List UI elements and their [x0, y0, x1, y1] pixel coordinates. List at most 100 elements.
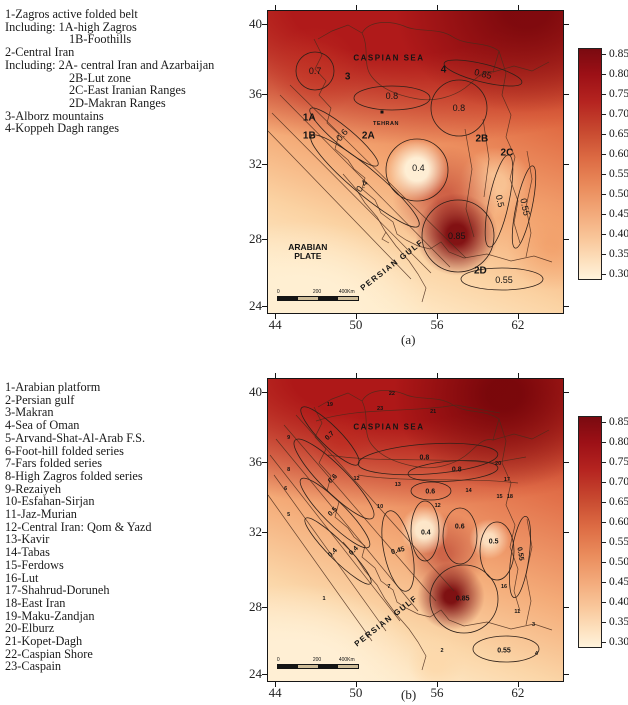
- legend-line: 5-Arvand-Shat-Al-Arab F.S.: [5, 430, 146, 445]
- map-label: 6: [284, 486, 288, 493]
- map-label: 21: [430, 409, 437, 416]
- map-label: 15: [496, 493, 503, 500]
- colorbar-tick-label: 0.80: [609, 68, 628, 80]
- axis-tick: [564, 391, 569, 393]
- x-axis-tick-label: 44: [268, 317, 282, 332]
- map-label: 10: [377, 504, 384, 511]
- map-b-overlay: [268, 390, 553, 671]
- scale-bar-segment: [297, 665, 318, 669]
- map-label: 23: [377, 406, 384, 413]
- axis-tick: [275, 373, 277, 378]
- y-axis-tick-label: 36: [249, 454, 262, 470]
- legend-line: 2C-East Iranian Ranges: [69, 83, 186, 98]
- map-label: 1A: [302, 112, 316, 124]
- legend-line: 19-Maku-Zandjan: [5, 608, 95, 623]
- tehran-marker: [380, 110, 384, 114]
- colorbar-tick-label: 0.45: [609, 208, 628, 220]
- legend-b: 1-Arabian platform 2-Persian gulf 3-Makran…: [5, 381, 152, 673]
- map-label: CASPIAN SEA: [353, 422, 425, 432]
- legend-line: 22-Caspian Shore: [5, 646, 93, 661]
- x-axis-tick-label: 62: [511, 317, 525, 332]
- x-axis-tick-label: 44: [268, 685, 282, 700]
- scale-bar-segments: [276, 664, 359, 670]
- map-label: 13: [394, 481, 401, 488]
- y-axis-tick-label: 40: [249, 15, 262, 31]
- axis-tick: [262, 164, 267, 166]
- axis-tick: [275, 5, 277, 10]
- map-label: 12: [353, 475, 360, 482]
- colorbar-tick-label: 0.85: [609, 48, 628, 60]
- axis-tick: [262, 532, 267, 534]
- map-a-borders: [268, 22, 553, 303]
- colorbar-tick: [602, 562, 606, 563]
- colorbar-tick: [602, 582, 606, 583]
- axis-tick: [262, 238, 267, 240]
- colorbar-tick: [602, 642, 606, 643]
- legend-line: 1B-Foothills: [69, 32, 132, 47]
- scale-bar-segment: [297, 297, 318, 301]
- map-label: 7: [387, 584, 391, 591]
- scale-bar-segment: [337, 665, 358, 669]
- axis-tick: [262, 462, 267, 464]
- colorbar-gradient: [578, 416, 602, 648]
- legend-line: 2-Central Iran: [5, 45, 75, 60]
- map-label: 2D: [473, 265, 487, 277]
- legend-line: 10-Esfahan-Sirjan: [5, 494, 95, 509]
- map-label: 4: [534, 650, 538, 657]
- map-label: 0.6: [454, 523, 465, 531]
- colorbar-tick: [602, 174, 606, 175]
- colorbar-tick: [602, 462, 606, 463]
- y-axis-tick-label: 36: [249, 86, 262, 102]
- scale-bar-segment: [317, 297, 338, 301]
- axis-tick: [355, 314, 357, 319]
- legend-line: 3-Makran: [5, 405, 54, 420]
- legend-line: 13-Kavir: [5, 532, 50, 547]
- colorbar-tick: [602, 234, 606, 235]
- colorbar-tick: [602, 134, 606, 135]
- colorbar-tick-label: 0.40: [609, 228, 628, 240]
- colorbar-tick: [602, 154, 606, 155]
- colorbar-tick: [602, 442, 606, 443]
- legend-line: 15-Ferdows: [5, 557, 64, 572]
- legend-line: 9-Rezaiyeh: [5, 481, 61, 496]
- map-label: TEHRAN: [373, 121, 399, 128]
- y-axis-tick-label: 32: [249, 524, 262, 540]
- legend-line: 4-Sea of Oman: [5, 418, 80, 433]
- axis-tick: [564, 532, 569, 534]
- colorbar-tick-label: 0.70: [609, 476, 628, 488]
- legend-line: 2D-Makran Ranges: [69, 95, 166, 110]
- map-label: ARABIAN PLATE: [288, 241, 328, 262]
- panel-b: 44 50 56 62 40 36 32 28 24 19 22 23 21 CASPIAN SEA 9 0.…: [0, 373, 628, 705]
- map-b: 44 50 56 62 40 36 32 28 24 19 22 23 21 CASPIAN SEA 9 0.…: [249, 373, 569, 700]
- axis-tick: [262, 306, 267, 308]
- map-label: 18: [506, 493, 513, 500]
- colorbar-tick-label: 0.80: [609, 436, 628, 448]
- colorbar-tick: [602, 502, 606, 503]
- map-label: 1: [322, 596, 326, 603]
- x-axis-tick-label: 62: [511, 685, 525, 700]
- map-b-contours: [293, 406, 540, 663]
- legend-line: Including: 1A-high Zagros: [5, 19, 137, 34]
- colorbar-tick-label: 0.60: [609, 148, 628, 160]
- map-label: 1B: [302, 130, 316, 142]
- y-axis-tick-label: 24: [249, 666, 262, 682]
- scale-bar-label: 200: [312, 289, 322, 296]
- colorbar-tick-label: 0.30: [609, 636, 628, 648]
- map-label: 20: [495, 460, 502, 467]
- legend-line: 14-Tabas: [5, 545, 50, 560]
- caption-a: (a): [401, 332, 416, 347]
- colorbar-gradient: [578, 48, 602, 280]
- axis-tick: [564, 462, 569, 464]
- axis-tick: [517, 682, 519, 687]
- legend-line: 2B-Lut zone: [69, 70, 131, 85]
- colorbar-a: 0.85 0.80 0.75 0.70 0.65 0.60 0.55 0.50 0.45 0.40…: [578, 48, 628, 288]
- axis-tick: [437, 373, 439, 378]
- colorbar-tick-label: 0.45: [609, 576, 628, 588]
- map-label: 0.4: [412, 163, 425, 174]
- map-label: 3: [344, 71, 351, 83]
- legend-line: 1-Arabian platform: [5, 380, 101, 394]
- y-axis-tick-label: 32: [249, 156, 262, 172]
- colorbar-tick-label: 0.70: [609, 108, 628, 120]
- legend-line: 1-Zagros active folded belt: [5, 7, 138, 21]
